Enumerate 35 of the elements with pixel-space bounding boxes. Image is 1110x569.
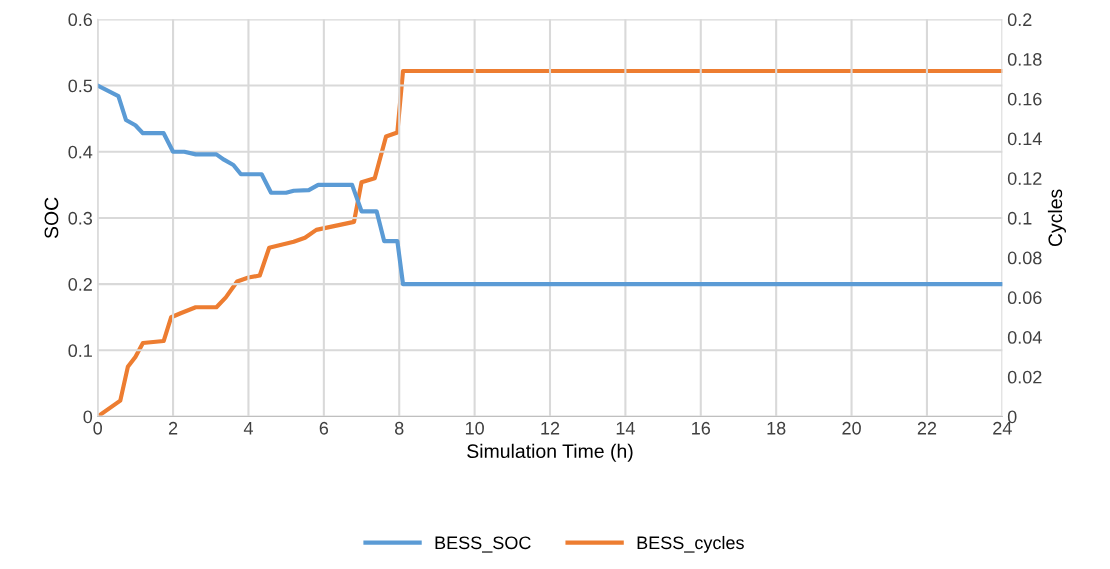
y2-tick-label: 0.06	[1007, 291, 1042, 305]
y-tick-label: 0.4	[68, 145, 93, 159]
y-tick-label: 0.2	[68, 278, 92, 291]
x-tick-label: 2	[168, 421, 178, 435]
x-tick-label: 0	[93, 421, 102, 435]
y-tick-label: 0.5	[68, 79, 93, 93]
y2-tick-label: 0.04	[1007, 331, 1042, 344]
x-tick-label: 12	[541, 421, 560, 435]
legend-label: BESS_cycles	[637, 535, 744, 553]
x-tick-label: 20	[842, 421, 861, 435]
y2-tick-label: 0.1	[1007, 211, 1032, 225]
x-tick-label: 8	[394, 421, 404, 435]
x-tick-label: 22	[917, 421, 937, 435]
y-tick-label: 0.3	[68, 211, 93, 225]
line-series	[97, 83, 1003, 287]
y-tick-label: 0.1	[68, 344, 92, 358]
y2-tick-label: 0.18	[1007, 53, 1042, 66]
y2-tick-label: 0.12	[1007, 172, 1042, 185]
y2-tick-label: 0.14	[1007, 132, 1042, 146]
y-axis-title: SOC	[44, 197, 59, 239]
x-tick-label: 16	[692, 421, 711, 435]
legend-label: BESS_SOC	[435, 536, 531, 553]
x-tick-label: 14	[616, 422, 635, 435]
y2-tick-label: 0.16	[1007, 92, 1042, 106]
x-axis-title: Simulation Time (h)	[467, 443, 633, 462]
y-tick-label: 0	[83, 410, 93, 424]
y-tick-label: 0.6	[68, 13, 93, 27]
x-tick-label: 6	[319, 421, 329, 435]
x-tick-label: 4	[243, 422, 253, 435]
y2-tick-label: 0.02	[1007, 370, 1042, 384]
y2-tick-label: 0.2	[1007, 13, 1032, 27]
x-tick-label: 10	[465, 421, 484, 435]
y2-tick-label: 0.08	[1007, 251, 1042, 265]
y2-axis-title: Cycles	[1047, 189, 1067, 247]
x-tick-label: 18	[767, 421, 786, 435]
